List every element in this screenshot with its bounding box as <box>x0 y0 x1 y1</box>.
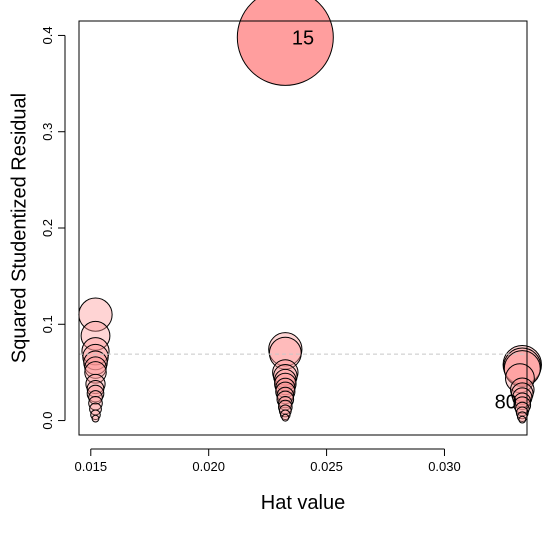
point-label: 15 <box>292 27 314 49</box>
x-tick-label: 0.030 <box>428 459 461 474</box>
point-label: 80 <box>495 391 517 413</box>
y-axis: 0.0 0.1 0.2 0.3 0.4 <box>40 26 65 429</box>
data-point <box>519 416 526 423</box>
data-point <box>237 0 333 85</box>
plot-frame <box>79 21 527 435</box>
x-tick-label: 0.015 <box>75 459 108 474</box>
x-axis-title: Hat value <box>261 492 346 514</box>
x-tick-label: 0.020 <box>192 459 225 474</box>
y-tick-label: 0.0 <box>40 412 55 430</box>
y-tick-label: 0.1 <box>40 315 55 333</box>
x-axis: 0.015 0.020 0.025 0.030 <box>75 449 461 474</box>
y-tick-label: 0.3 <box>40 123 55 141</box>
x-tick-label: 0.025 <box>310 459 343 474</box>
y-tick-label: 0.2 <box>40 219 55 237</box>
points-layer <box>79 0 542 423</box>
y-tick-label: 0.4 <box>40 26 55 44</box>
data-point <box>282 414 289 421</box>
y-axis-title: Squared Studentized Residual <box>8 93 30 363</box>
data-point <box>92 415 99 422</box>
